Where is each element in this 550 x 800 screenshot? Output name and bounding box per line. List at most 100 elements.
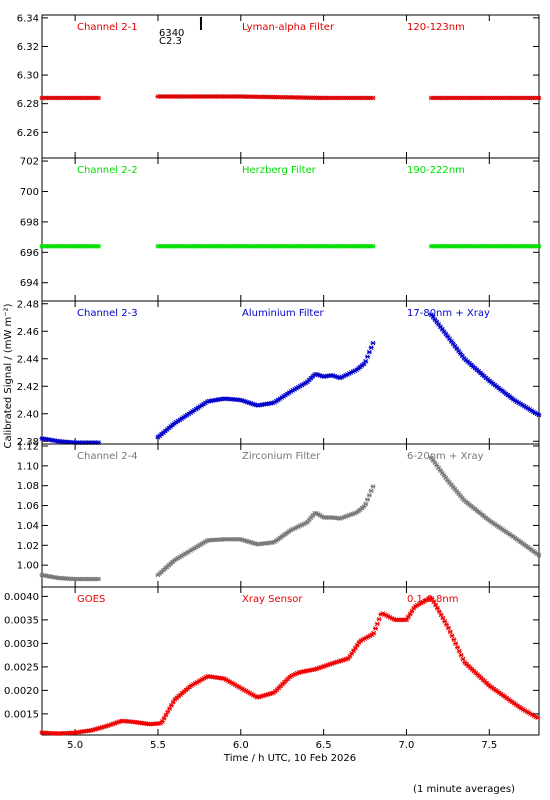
data-point	[351, 648, 357, 654]
panel-channel-label: Channel 2-3	[77, 308, 138, 319]
data-point	[536, 95, 542, 101]
data-point	[308, 515, 314, 521]
panel-frame	[41, 443, 540, 588]
data-point	[454, 489, 460, 494]
data-point	[457, 493, 463, 499]
data-point	[95, 576, 101, 582]
data-point	[437, 324, 443, 330]
data-point	[445, 478, 451, 483]
data-point	[407, 611, 413, 617]
data-point	[456, 648, 462, 654]
y-tick-label: 700	[20, 187, 39, 198]
data-point	[460, 656, 466, 662]
x-axis-label: Time / h UTC, 10 Feb 2026	[223, 753, 356, 764]
y-tick-label: 0.0035	[4, 615, 39, 626]
data-point	[163, 712, 169, 718]
data-point	[453, 641, 459, 646]
y-tick-label: 6.30	[17, 71, 39, 82]
data-point	[371, 630, 377, 636]
y-tick-label: 0.0030	[4, 639, 39, 650]
data-point	[310, 513, 316, 518]
data-point	[458, 652, 464, 658]
x-tick-label: 5.5	[150, 740, 166, 751]
panel-filter-label: Zirconium Filter	[242, 451, 321, 462]
data-point	[448, 339, 454, 344]
data-point	[438, 612, 444, 618]
data-point	[449, 633, 455, 639]
data-point	[409, 608, 415, 614]
data-point	[447, 480, 453, 486]
y-tick-label: 6.28	[17, 99, 39, 110]
data-point	[372, 626, 378, 631]
panel-4: 1.00 1.02 1.04 1.06 1.08 1.10 1.12 Channel 2-4 Z…	[17, 441, 542, 588]
event-marker-label: 6340	[159, 28, 184, 39]
data-point	[429, 596, 435, 601]
data-point	[374, 621, 380, 627]
data-point	[444, 622, 450, 627]
data-point	[447, 336, 453, 342]
data-point	[368, 488, 374, 494]
data-point	[536, 412, 542, 418]
data-point	[376, 616, 382, 622]
data-point	[452, 343, 458, 349]
panel-2: 694 696 698 700 702 Channel 2-2 Herzberg Filte…	[20, 157, 542, 302]
data-point	[361, 361, 367, 367]
data-point	[439, 470, 445, 476]
panel-channel-label: Channel 2-4	[77, 451, 138, 462]
y-tick-label: 698	[20, 217, 39, 228]
y-tick-label: 6.34	[17, 13, 39, 24]
data-point	[535, 715, 541, 721]
data-point	[170, 699, 176, 705]
data-point	[452, 486, 458, 492]
data-point	[436, 322, 442, 327]
data-point	[456, 491, 462, 497]
data-point	[365, 354, 371, 360]
panel-channel-label: Channel 2-2	[77, 165, 138, 176]
y-tick-label: 696	[20, 248, 39, 259]
data-point	[352, 645, 358, 651]
data-point	[457, 351, 463, 356]
panel-filter-label: Aluminium Filter	[242, 308, 325, 319]
y-tick-label: 1.10	[17, 461, 39, 472]
data-point	[447, 629, 453, 635]
data-point	[354, 642, 360, 648]
data-point	[459, 495, 465, 501]
panel-5: 0.0015 0.0020 0.0025 0.0030 0.0035 0.0040 5.0 5…	[4, 586, 541, 751]
data-point	[368, 345, 374, 350]
panel-channel-label: GOES	[77, 594, 105, 605]
data-point	[443, 331, 449, 337]
panel-band-label: 120-123nm	[407, 22, 465, 33]
data-point	[363, 358, 369, 364]
panel-filter-label: Herzberg Filter	[242, 165, 317, 176]
y-tick-label: 0.0015	[4, 709, 39, 720]
y-tick-label: 1.04	[17, 521, 39, 532]
data-point	[443, 475, 449, 481]
y-tick-label: 2.48	[17, 299, 39, 310]
data-point	[436, 465, 442, 471]
data-point	[434, 463, 440, 468]
y-tick-label: 1.12	[17, 441, 39, 452]
data-point	[448, 482, 454, 488]
data-point	[405, 614, 411, 620]
data-point	[347, 653, 353, 659]
data-point	[445, 625, 451, 631]
data-point	[370, 243, 376, 249]
y-tick-label: 1.00	[17, 561, 39, 572]
panel-frame	[41, 14, 540, 159]
y-tick-label: 6.32	[17, 42, 39, 53]
data-point	[159, 719, 165, 724]
data-point	[439, 326, 445, 332]
data-point	[431, 599, 437, 605]
data-point	[161, 715, 167, 721]
data-point	[370, 484, 376, 489]
data-point	[445, 334, 451, 339]
x-tick-label: 7.5	[481, 740, 497, 751]
x-tick-label: 6.5	[316, 740, 332, 751]
y-tick-label: 1.02	[17, 541, 39, 552]
data-point	[370, 95, 376, 101]
y-tick-label: 2.40	[17, 409, 39, 420]
data-point	[436, 609, 442, 614]
y-tick-label: 0.0040	[4, 592, 39, 603]
y-tick-label: 2.42	[17, 382, 39, 393]
